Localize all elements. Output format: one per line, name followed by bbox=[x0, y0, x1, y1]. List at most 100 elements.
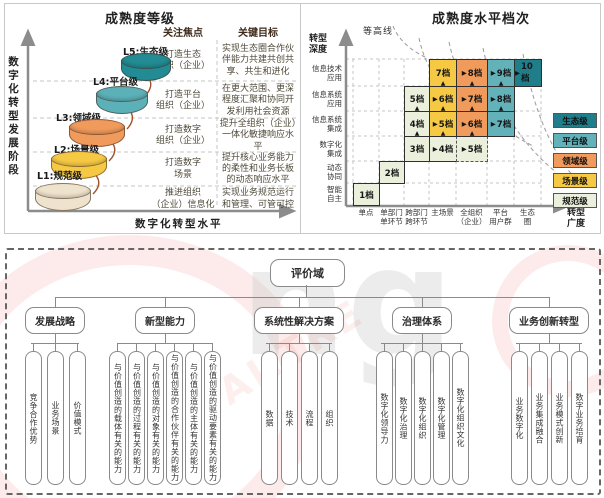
column-label: 单点 bbox=[358, 208, 374, 217]
tree-leaf-wrap: 数字化治理 bbox=[394, 344, 412, 485]
maturity-tiers-panel: 成熟度水平档次 转型 深度 转型 广度 等高线 智能 自主 动态 协同 数字化 集成… bbox=[300, 3, 601, 234]
arrow-right-icon: ▶ bbox=[432, 95, 438, 103]
tree-leaf-stub bbox=[268, 344, 270, 351]
tree-leaves: 竞争合作优势 业务场景 价值模式 bbox=[24, 344, 86, 485]
tree-group-connector bbox=[298, 297, 300, 307]
tree-leaf-node: 与价值创造的合作伙伴有关的能力 bbox=[166, 351, 183, 485]
level-disc bbox=[96, 86, 148, 114]
tree-leaf-stub bbox=[32, 344, 34, 351]
level-focus-text: 打造平台 组织（企业） bbox=[155, 89, 210, 111]
arrow-right-icon: ▶ bbox=[432, 145, 438, 153]
level-goal-text: 提升全组织（企业）一体化敏捷响应水平 bbox=[219, 119, 297, 152]
legend-item: 生态级 bbox=[553, 113, 597, 128]
arrow-up-icon: ▲ bbox=[469, 130, 475, 137]
tree-branch-node: 治理体系 bbox=[392, 307, 452, 334]
tree-leaf-wrap: 价值模式 bbox=[68, 344, 86, 485]
tree-branch-node: 业务创新转型 bbox=[509, 307, 589, 334]
tree-group: 新型能力 与价值创造的载体有关的能力 与价值创造的过程有关的能力 与价值创造的对象有关… bbox=[108, 297, 222, 485]
disc-top bbox=[96, 86, 148, 102]
tier-cell-label: 7档 bbox=[435, 69, 451, 79]
legend-item: 规范级 bbox=[553, 193, 597, 208]
tree-branch-connector bbox=[298, 334, 300, 343]
tree-leaf-stub bbox=[459, 344, 461, 351]
tree-leaf-wrap: 流程 bbox=[300, 344, 318, 485]
disc-top bbox=[121, 53, 171, 69]
tree-leaf-stub bbox=[136, 344, 137, 351]
tree-leaf-stub bbox=[193, 344, 194, 351]
tree-branch-node: 发展战略 bbox=[25, 307, 85, 334]
tier-cell-label: 4档 bbox=[438, 145, 454, 155]
tree-leaf-label: 与价值创造的主体有关的能力 bbox=[189, 362, 199, 474]
arrow-up-icon: ▲ bbox=[498, 105, 504, 112]
tree-leaf-node: 数字化管理 bbox=[432, 351, 450, 485]
tree-leaf-node: 数字化组织 bbox=[413, 351, 431, 485]
tree-leaf-wrap: 与价值创造的载体有关的能力 bbox=[109, 344, 126, 485]
tree-leaf-connector-line bbox=[266, 343, 332, 344]
level-disc bbox=[35, 183, 91, 211]
tree-leaf-wrap: 与价值创造的过程有关的能力 bbox=[128, 344, 145, 485]
tree-leaf-wrap: 与价值创造的合作伙伴有关的能力 bbox=[166, 344, 183, 485]
tier-cell: 2档 bbox=[379, 161, 405, 184]
tier-cell-label: 7档 bbox=[496, 120, 512, 130]
tree-leaf-node: 流程 bbox=[300, 351, 318, 485]
tree-leaf-label: 组织 bbox=[325, 409, 334, 427]
tree-leaf-stub bbox=[288, 344, 290, 351]
tree-leaf-label: 数字化组织文化 bbox=[456, 388, 465, 448]
tree-leaf-wrap: 业务集成融合 bbox=[530, 344, 548, 485]
tree-leaf-wrap: 竞争合作优势 bbox=[24, 344, 42, 485]
tree-leaves: 业务数字化 业务集成融合 业务模式创新 数字业务培育 bbox=[510, 344, 588, 485]
tree-leaf-connector-line bbox=[381, 343, 463, 344]
tier-cell-label: 8档 bbox=[467, 69, 483, 79]
tree-leaves: 数据 技术 流程 组织 bbox=[260, 344, 338, 485]
tree-leaf-stub bbox=[174, 344, 175, 351]
arrow-up-icon: ▲ bbox=[440, 80, 446, 87]
arrow-right-icon: ▶ bbox=[432, 120, 438, 128]
tree-leaf-node: 数字化组织文化 bbox=[451, 351, 469, 485]
disc-top bbox=[35, 183, 91, 199]
tree-leaf-label: 数字化管理 bbox=[437, 396, 446, 440]
row-label: 信息系统 应用 bbox=[312, 89, 342, 108]
tree-leaf-wrap: 数字化组织 bbox=[413, 344, 431, 485]
tree-leaf-node: 与价值创造的载体有关的能力 bbox=[109, 351, 126, 485]
column-header-focus: 关注焦点 bbox=[163, 28, 203, 39]
tree-leaf-stub bbox=[421, 344, 423, 351]
disc-top bbox=[69, 119, 125, 135]
tier-cell: ▶ 6档 ▲ bbox=[456, 111, 488, 137]
tree-leaf-label: 业务集成融合 bbox=[535, 392, 544, 444]
tier-cell: 7档 ▲ bbox=[429, 59, 457, 87]
tree-group: 发展战略竞争合作优势 业务场景 价值模式 bbox=[22, 297, 88, 485]
tier-cell: 5档 ▲ bbox=[404, 86, 430, 112]
tree-leaf-node: 业务场景 bbox=[46, 351, 64, 485]
maturity-levels-panel: 成熟度等级 关注焦点 关键目标 数字化转型发展阶段 数字化转型水平 打造生态 组… bbox=[4, 3, 302, 234]
tree-leaf-wrap: 数字化管理 bbox=[432, 344, 450, 485]
tree-leaf-wrap: 与价值创造的主体有关的能力 bbox=[185, 344, 202, 485]
tree-leaf-label: 流程 bbox=[305, 409, 314, 427]
tree-leaf-connector-line bbox=[117, 343, 213, 344]
tree-leaf-stub bbox=[578, 344, 580, 351]
tree-leaf-wrap: 业务数字化 bbox=[510, 344, 528, 485]
tree-leaf-label: 与价值创造的载体有关的能力 bbox=[113, 362, 123, 474]
tree-leaf-node: 价值模式 bbox=[68, 351, 86, 485]
tier-cell: ▶ 10档 bbox=[514, 59, 542, 87]
tree-leaf-node: 数字化领导力 bbox=[375, 351, 393, 485]
tier-cell-label: 5档 bbox=[409, 95, 425, 105]
tier-cell: ▶ 4档 bbox=[429, 136, 457, 162]
tree-branch-connector bbox=[54, 334, 56, 343]
tree-leaf-connector-line bbox=[516, 343, 582, 344]
tier-cell-label: 4档 bbox=[409, 120, 425, 130]
level-focus-text: 打造数字 场景 bbox=[164, 158, 201, 180]
right-panel-title: 成熟度水平档次 bbox=[431, 12, 530, 27]
level-disc-label: L4:平台级 bbox=[93, 77, 138, 88]
arrow-up-icon: ▲ bbox=[440, 105, 446, 112]
arrow-right-icon: ▶ bbox=[461, 145, 467, 153]
tier-cell-label: 5档 bbox=[438, 120, 454, 130]
tier-cell-label: 2档 bbox=[384, 168, 400, 179]
level-disc-label: L1:规范级 bbox=[37, 171, 82, 182]
tree-root-connector bbox=[306, 285, 307, 297]
level-goal-text: 实现生态圈合作伙伴能力共建共创共享、共生和进化 bbox=[221, 44, 294, 77]
level-focus-text: 推进组织 （企业）信息化 bbox=[151, 188, 215, 210]
arrow-up-icon: ▲ bbox=[469, 80, 475, 87]
tree-leaf-stub bbox=[538, 344, 540, 351]
tree-leaf-node: 竞争合作优势 bbox=[24, 351, 42, 485]
